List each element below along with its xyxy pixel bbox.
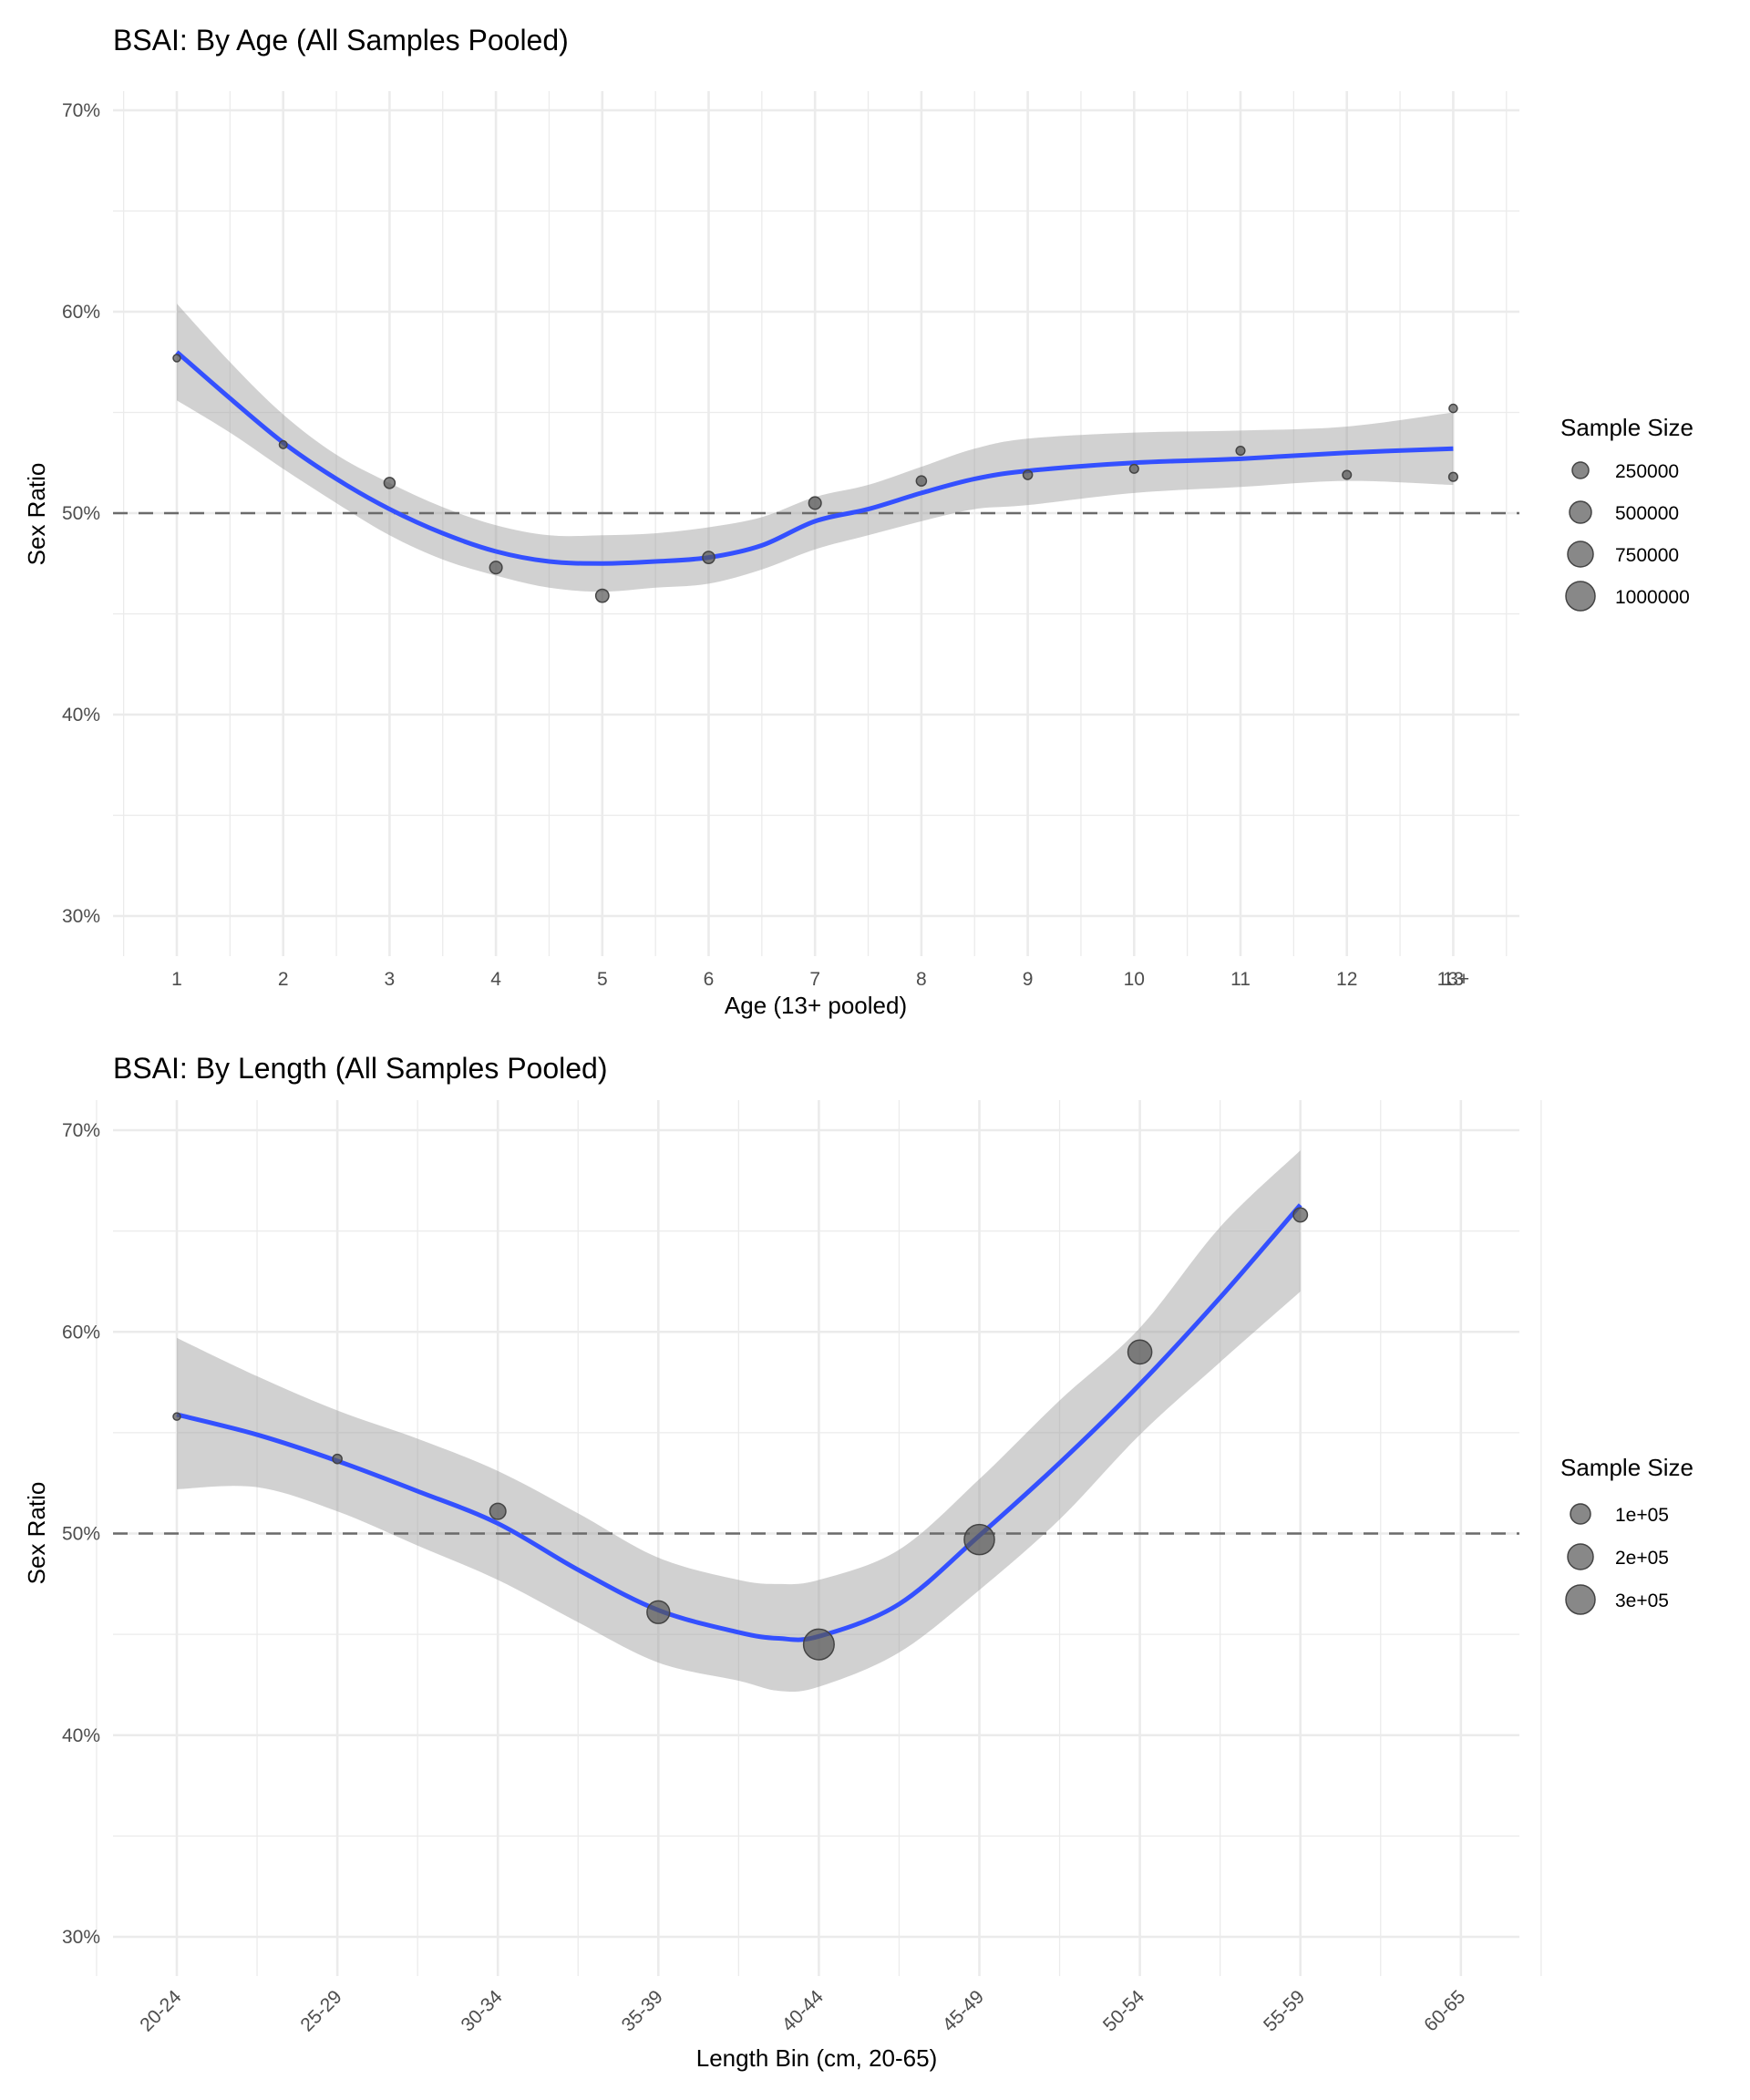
legend-label: 2e+05 bbox=[1615, 1548, 1669, 1569]
x-tick-label: 7 bbox=[809, 969, 820, 990]
data-point bbox=[1235, 445, 1246, 457]
x-tick-label: 50-54 bbox=[1099, 1986, 1148, 2035]
length-chart-gridlines bbox=[96, 1100, 1542, 1976]
age-chart-gridlines bbox=[113, 91, 1519, 956]
length-chart-title: BSAI: By Length (All Samples Pooled) bbox=[113, 1052, 608, 1085]
y-tick-label: 60% bbox=[62, 302, 100, 323]
smooth-trend-line bbox=[176, 1203, 1302, 1642]
x-tick-label: 40-44 bbox=[778, 1986, 828, 2035]
x-tick-label: 45-49 bbox=[939, 1986, 988, 2035]
length-chart-x-ticks: 20-24 25-29 30-34 35-39 40-44 45-49 50-54 55-59… bbox=[136, 1986, 1469, 2035]
legend-key-circle bbox=[1565, 1584, 1596, 1615]
legend-key-circle bbox=[1571, 461, 1590, 479]
x-tick-label: 60-65 bbox=[1420, 1986, 1469, 2035]
age-chart-y-axis-title: Sex Ratio bbox=[23, 463, 50, 566]
x-tick-label: 13+ bbox=[1437, 969, 1470, 990]
length-chart: BSAI: By Length (All Samples Pooled) 30%… bbox=[23, 1052, 1693, 2072]
data-point bbox=[808, 496, 822, 510]
data-point bbox=[1448, 403, 1458, 414]
y-tick-label: 50% bbox=[62, 1524, 100, 1545]
data-point bbox=[489, 561, 503, 575]
legend-label: 3e+05 bbox=[1615, 1590, 1669, 1611]
data-point bbox=[332, 1453, 343, 1465]
length-chart-x-axis-title: Length Bin (cm, 20-65) bbox=[696, 2044, 937, 2072]
data-point bbox=[1128, 463, 1139, 474]
data-point bbox=[1292, 1207, 1309, 1223]
length-chart-points bbox=[172, 1207, 1309, 1661]
x-tick-label: 2 bbox=[278, 969, 289, 990]
legend-label: 1000000 bbox=[1615, 587, 1690, 608]
data-point bbox=[278, 439, 288, 449]
legend-key-circle bbox=[1570, 1503, 1591, 1525]
x-tick-label: 13 bbox=[1443, 969, 1464, 990]
data-point bbox=[383, 477, 396, 489]
age-chart-confidence-band bbox=[177, 304, 1454, 592]
x-tick-label: 1 bbox=[171, 969, 182, 990]
y-tick-label: 70% bbox=[62, 100, 100, 121]
data-point bbox=[646, 1600, 671, 1624]
x-tick-label: 6 bbox=[704, 969, 715, 990]
legend-key-circle bbox=[1569, 500, 1592, 524]
age-chart-y-ticks: 30% 40% 50% 60% 70% bbox=[62, 100, 100, 927]
legend-label: 250000 bbox=[1615, 461, 1679, 482]
x-tick-label: 20-24 bbox=[136, 1986, 185, 2035]
legend-key-circle bbox=[1567, 1543, 1594, 1570]
length-chart-legend-title: Sample Size bbox=[1560, 1454, 1693, 1481]
x-tick-label: 35-39 bbox=[618, 1986, 667, 2035]
length-chart-legend: Sample Size 1e+05 2e+05 3e+05 bbox=[1560, 1454, 1693, 1615]
x-tick-label: 55-59 bbox=[1260, 1986, 1309, 2035]
x-tick-label: 11 bbox=[1230, 969, 1251, 990]
legend-key-circle bbox=[1565, 581, 1596, 612]
age-chart-legend-title: Sample Size bbox=[1560, 414, 1693, 441]
data-point bbox=[1342, 469, 1353, 480]
x-tick-label: 10 bbox=[1124, 969, 1145, 990]
legend-label: 500000 bbox=[1615, 503, 1679, 524]
y-tick-label: 70% bbox=[62, 1120, 100, 1141]
confidence-band bbox=[177, 1150, 1301, 1693]
data-point bbox=[702, 551, 715, 564]
length-chart-y-ticks: 30% 40% 50% 60% 70% bbox=[62, 1120, 100, 1948]
legend-key-circle bbox=[1567, 540, 1594, 568]
data-point bbox=[172, 354, 181, 363]
y-tick-label: 50% bbox=[62, 503, 100, 524]
data-point bbox=[963, 1523, 995, 1556]
length-chart-confidence-band bbox=[177, 1150, 1301, 1693]
x-tick-label: 3 bbox=[385, 969, 396, 990]
x-tick-label: 8 bbox=[916, 969, 927, 990]
x-tick-label: 12 bbox=[1336, 969, 1357, 990]
data-point bbox=[1447, 471, 1458, 482]
age-chart-points bbox=[172, 354, 1458, 603]
data-point bbox=[172, 1412, 181, 1421]
x-tick-label: 25-29 bbox=[296, 1986, 345, 2035]
data-point bbox=[1127, 1339, 1153, 1365]
y-tick-label: 30% bbox=[62, 1927, 100, 1948]
y-tick-label: 30% bbox=[62, 906, 100, 927]
y-tick-label: 40% bbox=[62, 1725, 100, 1746]
age-chart-title: BSAI: By Age (All Samples Pooled) bbox=[113, 24, 569, 57]
age-chart-smooth-layer bbox=[175, 350, 1454, 566]
age-chart-x-axis-title: Age (13+ pooled) bbox=[725, 992, 907, 1019]
age-chart: BSAI: By Age (All Samples Pooled) 30% 40%… bbox=[23, 24, 1693, 1019]
y-tick-label: 60% bbox=[62, 1322, 100, 1343]
legend-label: 1e+05 bbox=[1615, 1505, 1669, 1526]
smooth-trend-line bbox=[175, 350, 1454, 566]
length-chart-y-axis-title: Sex Ratio bbox=[23, 1482, 50, 1585]
age-chart-legend: Sample Size 250000 500000 750000 1000000 bbox=[1560, 414, 1693, 612]
x-tick-label: 5 bbox=[597, 969, 608, 990]
data-point bbox=[594, 588, 610, 603]
data-point bbox=[915, 475, 928, 487]
data-point bbox=[489, 1502, 507, 1520]
x-tick-label: 4 bbox=[490, 969, 501, 990]
data-point bbox=[1022, 469, 1034, 480]
length-chart-smooth-layer bbox=[176, 1203, 1302, 1642]
confidence-band bbox=[177, 304, 1454, 592]
x-tick-label: 30-34 bbox=[457, 1986, 506, 2035]
data-point bbox=[802, 1628, 835, 1661]
x-tick-label: 9 bbox=[1023, 969, 1034, 990]
y-tick-label: 40% bbox=[62, 705, 100, 726]
legend-label: 750000 bbox=[1615, 545, 1679, 566]
